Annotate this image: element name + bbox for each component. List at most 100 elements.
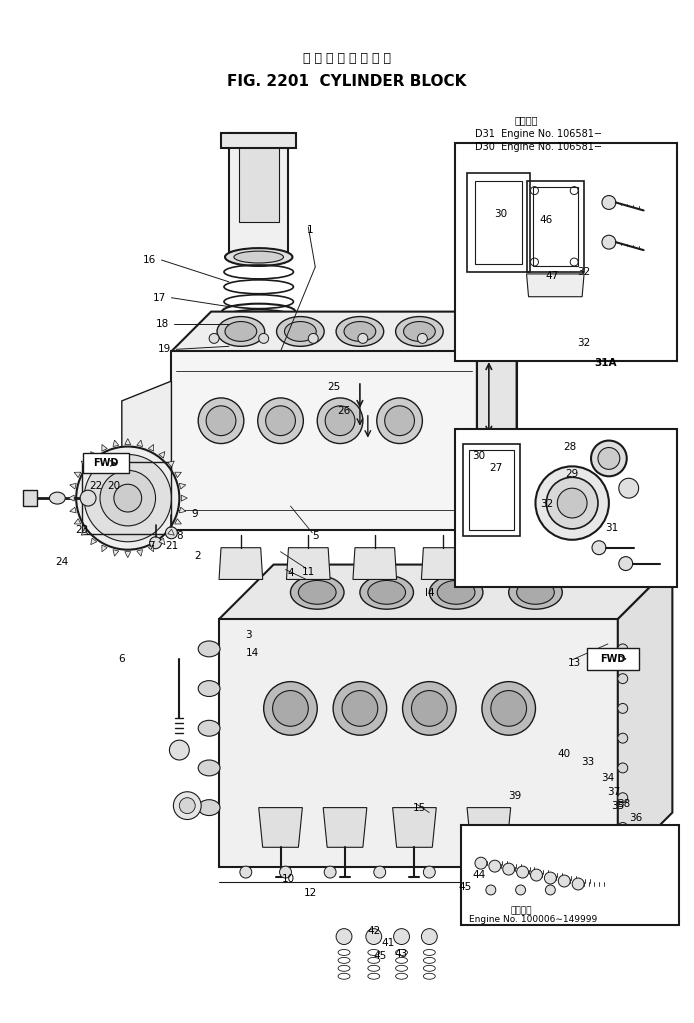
Circle shape: [523, 866, 534, 878]
Polygon shape: [113, 549, 119, 557]
Circle shape: [324, 866, 336, 878]
Ellipse shape: [482, 681, 536, 736]
Circle shape: [457, 333, 467, 344]
Circle shape: [618, 793, 628, 803]
Ellipse shape: [336, 316, 384, 347]
Polygon shape: [179, 483, 186, 489]
Ellipse shape: [403, 321, 435, 342]
Text: I4: I4: [425, 588, 434, 598]
Bar: [221, 133, 296, 148]
Polygon shape: [74, 473, 81, 478]
Polygon shape: [219, 565, 672, 619]
Ellipse shape: [198, 720, 220, 737]
Text: 14: 14: [246, 648, 260, 658]
Polygon shape: [323, 807, 367, 847]
Ellipse shape: [591, 441, 627, 477]
Ellipse shape: [225, 321, 257, 342]
Circle shape: [572, 866, 584, 878]
Text: 32: 32: [577, 267, 591, 277]
Circle shape: [516, 885, 525, 895]
Polygon shape: [259, 807, 303, 847]
Ellipse shape: [291, 576, 344, 610]
Circle shape: [169, 741, 189, 760]
Text: 7: 7: [149, 541, 155, 550]
Text: 40: 40: [558, 749, 570, 759]
Ellipse shape: [516, 580, 555, 605]
Circle shape: [473, 866, 485, 878]
Polygon shape: [69, 483, 76, 489]
Polygon shape: [175, 473, 181, 478]
Text: 28: 28: [564, 442, 577, 451]
Circle shape: [150, 537, 162, 548]
Circle shape: [393, 929, 409, 944]
Polygon shape: [137, 440, 142, 447]
Text: Engine No. 100006∼149999: Engine No. 100006∼149999: [469, 915, 598, 924]
Text: 31: 31: [605, 523, 618, 533]
Circle shape: [417, 333, 428, 344]
Ellipse shape: [198, 680, 220, 697]
Text: 12: 12: [304, 888, 317, 898]
Bar: [461, 826, 679, 925]
Ellipse shape: [49, 492, 65, 504]
Text: 38: 38: [617, 799, 630, 808]
Text: 3: 3: [246, 630, 252, 640]
Text: 16: 16: [143, 255, 156, 265]
Ellipse shape: [234, 251, 284, 263]
Ellipse shape: [557, 488, 587, 518]
Text: 10: 10: [282, 874, 295, 884]
Circle shape: [374, 866, 386, 878]
Text: 9: 9: [191, 509, 198, 519]
Circle shape: [165, 527, 178, 539]
Circle shape: [308, 333, 319, 344]
Text: FWD: FWD: [600, 654, 625, 664]
Text: 39: 39: [508, 791, 521, 801]
Circle shape: [544, 872, 557, 884]
Text: 42: 42: [367, 926, 380, 936]
Polygon shape: [467, 807, 511, 847]
Ellipse shape: [491, 691, 527, 726]
Circle shape: [259, 333, 269, 344]
Text: FWD: FWD: [93, 458, 119, 469]
Circle shape: [618, 733, 628, 743]
Ellipse shape: [384, 406, 414, 436]
Ellipse shape: [344, 321, 375, 342]
Ellipse shape: [264, 681, 317, 736]
Circle shape: [366, 929, 382, 944]
Bar: [82, 462, 171, 534]
Circle shape: [280, 866, 291, 878]
Text: 11: 11: [302, 567, 315, 577]
Circle shape: [84, 454, 171, 542]
Circle shape: [618, 822, 628, 833]
Ellipse shape: [360, 576, 414, 610]
Circle shape: [336, 929, 352, 944]
Circle shape: [545, 885, 555, 895]
Circle shape: [619, 479, 638, 498]
Polygon shape: [393, 807, 437, 847]
Ellipse shape: [217, 316, 264, 347]
Polygon shape: [74, 519, 81, 524]
Polygon shape: [68, 495, 74, 501]
Circle shape: [486, 885, 496, 895]
Circle shape: [618, 763, 628, 773]
Ellipse shape: [225, 249, 292, 266]
Text: 20: 20: [108, 481, 121, 491]
Polygon shape: [159, 451, 165, 458]
Text: 47: 47: [545, 271, 559, 281]
Text: 34: 34: [601, 772, 614, 783]
Text: 32: 32: [577, 339, 591, 349]
Circle shape: [530, 870, 543, 881]
Ellipse shape: [277, 316, 324, 347]
Text: シ リ ン ダ ブ ロ ッ ク: シ リ ン ダ ブ ロ ッ ク: [303, 52, 391, 65]
Circle shape: [502, 863, 515, 875]
Circle shape: [602, 235, 616, 250]
Text: 27: 27: [489, 463, 502, 474]
Text: 22: 22: [90, 481, 103, 491]
Circle shape: [618, 674, 628, 683]
Circle shape: [179, 798, 195, 813]
Circle shape: [602, 866, 614, 878]
Ellipse shape: [598, 447, 620, 470]
Polygon shape: [102, 444, 107, 451]
Polygon shape: [149, 444, 153, 451]
Text: 18: 18: [156, 318, 169, 328]
Bar: [229, 133, 289, 252]
